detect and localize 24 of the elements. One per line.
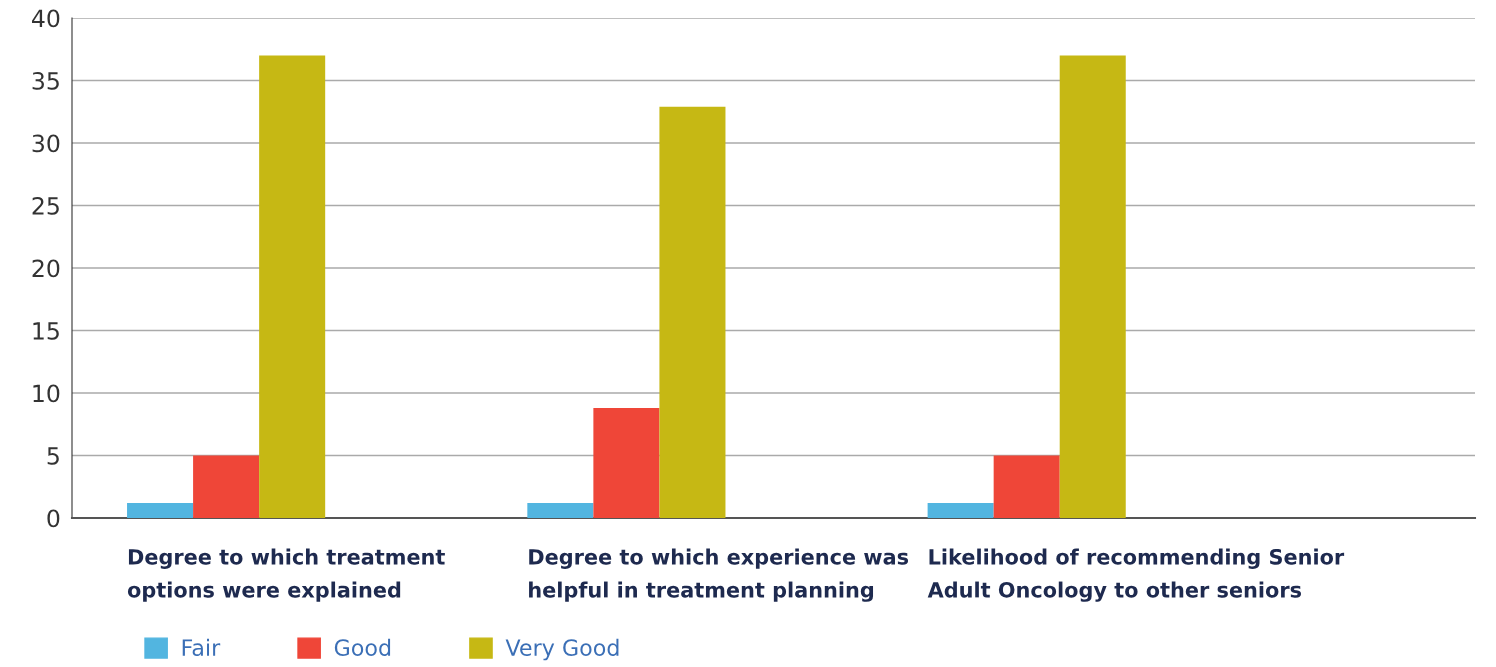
y-tick-label: 40: [32, 9, 60, 28]
x-tick-label: Likelihood of recommending Senior Adult Oncology to other seniors: [927, 548, 1345, 602]
y-tick-label: 10: [33, 384, 60, 403]
bar: [193, 455, 260, 518]
bar: [527, 503, 594, 518]
bar: [593, 408, 660, 518]
y-tick-label: 35: [32, 71, 59, 90]
y-tick-label: 0: [47, 509, 60, 528]
bar: [127, 503, 194, 518]
y-tick-label: 15: [33, 322, 59, 340]
legend-label: Good: [334, 638, 391, 657]
x-tick-label: Degree to which treatment options were explained: [127, 548, 445, 602]
bar: [1059, 55, 1126, 518]
legend-label: Very Good: [505, 638, 619, 661]
y-tick-label: 25: [32, 196, 59, 215]
x-tick-label: Degree to which experience was helpful in treatment planning: [529, 548, 909, 602]
bar: [659, 106, 726, 518]
y-tick-label: 5: [47, 447, 59, 465]
y-tick-label: 20: [32, 259, 60, 278]
legend-label: Fair: [182, 638, 221, 657]
bar: [993, 455, 1060, 518]
y-tick-label: 30: [32, 134, 60, 153]
bar: [927, 503, 994, 518]
bar: [259, 55, 326, 518]
